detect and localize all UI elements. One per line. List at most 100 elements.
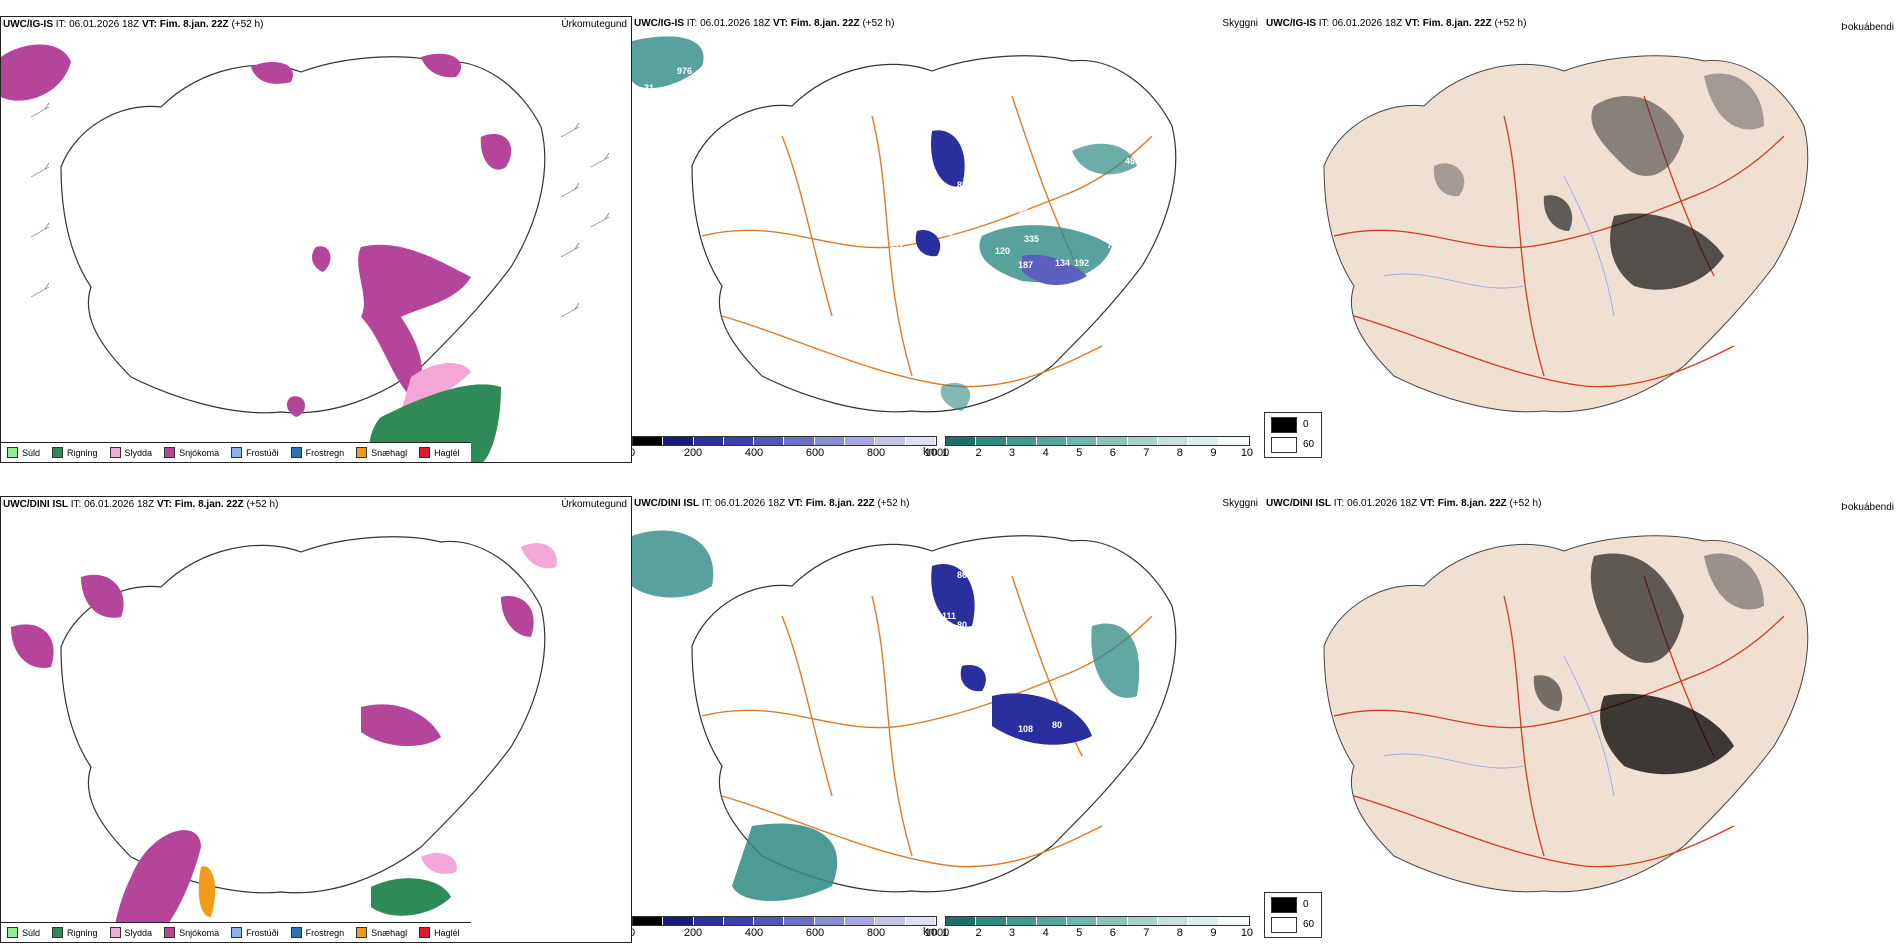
vis-label: 80 [957,180,967,190]
vis-label: 185 [1143,702,1158,712]
colorbar-m-top: 0 200 400 600 800 1000 m [632,436,950,459]
precip-legend-top: Súld Rigning Slydda Snjókoma Frostúði Fr… [1,442,471,462]
lead-time: (+52 h) [246,499,279,510]
vis-label: 192 [1074,258,1089,268]
vis-label: 111 [942,611,956,621]
vis-label: 80 [957,620,967,630]
vt-value: Fim. 8.jan. 22Z [790,18,860,29]
vt-value: Fim. 8.jan. 22Z [1437,498,1507,509]
colorbar-km-ticks: 1 2 3 4 5 6 7 8 9 10 [941,447,1254,459]
legend-item: Slydda [109,447,152,458]
vis-label: 112 [890,240,905,250]
vt-label: VT: [156,499,172,510]
it-value: 06.01.2026 18Z [715,498,786,509]
vis-label: 77 [1117,716,1127,726]
legend-item: Slydda [109,927,152,938]
legend-item: Frostregn [290,927,344,938]
model-name: UWC/DINI ISL [634,498,699,509]
vis-label: 13 [730,563,740,573]
legend-item: Snæhagl [356,927,407,938]
precip-title-bottom: Úrkomutegund [561,499,627,510]
precip-map-svg-top [1,44,610,462]
legend-item: Snjókoma [164,927,219,938]
legend-item: Frostúði [231,927,279,938]
it-label: IT: [70,499,82,510]
it-label: IT: [686,18,698,29]
lead-time: (+52 h) [862,18,895,29]
colorbar-km-bar [945,916,1250,926]
vis-label: 20 [1052,798,1062,808]
colorbar-km-bar [945,436,1250,446]
legend-item: Haglél [419,927,460,938]
it-value: 06.01.2026 18Z [700,18,771,29]
vis-map-svg-bottom: 139 13 86 132 80 111 115 86 148 108 80 3… [632,530,1177,901]
model-name: UWC/IG-IS [3,19,53,30]
vt-value: Fim. 8.jan. 22Z [1422,18,1492,29]
lead-time: (+52 h) [1509,498,1542,509]
vis-label: 86 [1018,205,1028,215]
vis-label: 99 [1120,264,1130,274]
vis-title-bottom: Skyggni [1222,498,1258,509]
vis-label: 8 [1062,328,1067,338]
vis-label: 139 [737,548,752,558]
vt-value: Fim. 8.jan. 22Z [159,19,229,30]
vis-label: 976 [677,66,692,76]
vis-panel-top: 976 31 483 80 99 117 86 69 201 55 71 112… [632,16,1264,463]
vis-label: 483 [1125,156,1140,166]
colorbar-m-bottom: 0 200 400 600 800 1000 m [632,916,949,939]
fog-key-top: 0 60 [1264,412,1322,458]
vis-label: 86 [957,570,967,580]
fog-key-bottom: 0 60 [1264,892,1322,938]
legend-item: Snæhagl [356,447,407,458]
vis-label: 80 [1052,720,1062,730]
vis-label: 201 [1095,215,1110,225]
vt-label: VT: [141,19,157,30]
vis-label: 196 [1143,688,1158,698]
legend-item: Snjókoma [164,447,219,458]
lead-time: (+52 h) [877,498,910,509]
precip-header-bottom: UWC/DINI ISL IT: 06.01.2026 18Z VT: Fim.… [3,499,278,510]
model-name: UWC/IG-IS [1266,18,1316,29]
vis-label: 86 [952,678,962,688]
it-label: IT: [55,19,67,30]
precip-map-svg-bottom [11,536,557,942]
it-value: 06.01.2026 18Z [1347,498,1418,509]
vis-label: 335 [1024,234,1039,244]
legend-item: Frostúði [231,447,279,458]
colorbar-m-ticks: 0 200 400 600 800 1000 [632,447,950,459]
colorbar-km-bottom: 1 2 3 4 5 6 7 8 9 10 km [923,916,1253,939]
legend-item: Rigning [52,927,98,938]
colorbar-m-bar [632,916,937,926]
it-label: IT: [1333,498,1345,509]
vis-panel-bottom: 139 13 86 132 80 111 115 86 148 108 80 3… [632,496,1264,943]
lead-time: (+52 h) [231,19,264,30]
vis-value-labels-top: 976 31 483 80 99 117 86 69 201 55 71 112… [644,66,1140,338]
precip-panel-bottom: UWC/DINI ISL IT: 06.01.2026 18Z VT: Fim.… [0,496,632,943]
model-name: UWC/IG-IS [634,18,684,29]
fog-panel-top: UWC/IG-IS IT: 06.01.2026 18Z VT: Fim. 8.… [1264,16,1900,463]
colorbar-km-unit: km [923,446,938,458]
vis-title-top: Skyggni [1222,18,1258,29]
vt-label: VT: [1419,498,1435,509]
legend-item: Súld [7,927,40,938]
vis-label: 31 [1088,738,1098,748]
it-label: IT: [1318,18,1330,29]
fog-header-bottom: UWC/DINI ISL IT: 06.01.2026 18Z VT: Fim.… [1266,498,1541,509]
vis-label: 107 [1147,606,1162,616]
vis-label: 99 [975,170,985,180]
vis-label: 134 [1055,258,1070,268]
vis-label: 121 [1140,644,1155,654]
vt-label: VT: [1404,18,1420,29]
legend-item: Rigning [52,447,98,458]
vis-label: 20 [1069,750,1079,760]
precip-header-top: UWC/IG-IS IT: 06.01.2026 18Z VT: Fim. 8.… [3,19,263,30]
vt-label: VT: [787,498,803,509]
colorbar-km-top: 1 2 3 4 5 6 7 8 9 10 km [923,436,1254,459]
legend-item: Frostregn [290,447,344,458]
fog-title-top: Þokuábendi [1841,22,1894,33]
vt-value: Fim. 8.jan. 22Z [805,498,875,509]
colorbar-m-bar [632,436,937,446]
model-name: UWC/DINI ISL [1266,498,1331,509]
vis-header-top: UWC/IG-IS IT: 06.01.2026 18Z VT: Fim. 8.… [634,18,894,29]
vt-value: Fim. 8.jan. 22Z [174,499,244,510]
